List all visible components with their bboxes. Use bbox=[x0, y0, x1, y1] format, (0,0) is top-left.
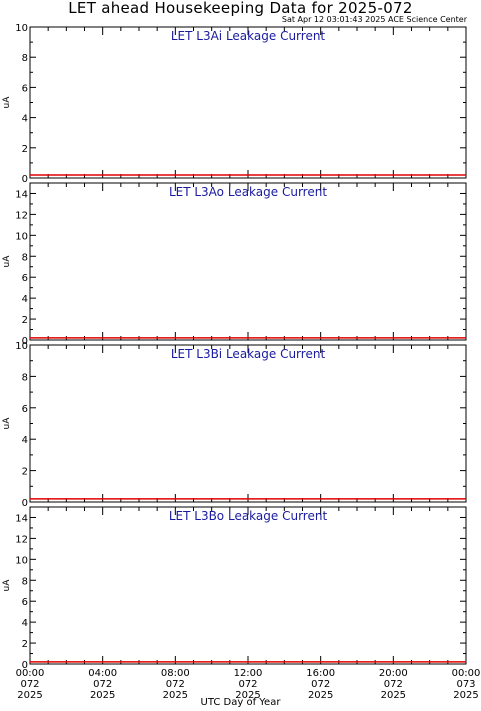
panel-1-ytick-label: 2 bbox=[22, 144, 28, 155]
x-tick-year-label: 2025 bbox=[235, 690, 260, 701]
panel-4-ytick-label: 14 bbox=[15, 513, 28, 524]
panel-1-frame bbox=[29, 26, 467, 179]
panel-1-ytick-label: 10 bbox=[15, 23, 28, 34]
x-tick-year-label: 2025 bbox=[308, 690, 333, 701]
x-tick-year-label: 2025 bbox=[381, 690, 406, 701]
panel-2-ytick-label: 12 bbox=[15, 210, 28, 221]
panel-1-ylabel: uA bbox=[2, 96, 12, 109]
x-tick-time-label: 20:00 bbox=[379, 668, 408, 679]
x-tick-year-label: 2025 bbox=[453, 690, 478, 701]
x-axis-label: UTC Day of Year bbox=[200, 697, 281, 708]
panel-4-ytick-label: 6 bbox=[22, 597, 28, 608]
x-tick-year-label: 2025 bbox=[90, 690, 115, 701]
panel-2-ylabel: uA bbox=[2, 255, 12, 268]
timestamp-label: Sat Apr 12 03:01:43 2025 ACE Science Cen… bbox=[281, 15, 467, 24]
x-tick-time-label: 00:00 bbox=[16, 668, 45, 679]
x-tick-doy-label: 072 bbox=[20, 679, 39, 690]
panel-4-title: LET L3Bo Leakage Current bbox=[169, 509, 328, 523]
panel-4-ytick-label: 8 bbox=[22, 576, 28, 587]
panel-4-frame bbox=[29, 506, 467, 665]
x-tick-time-label: 16:00 bbox=[306, 668, 335, 679]
panel-2-ytick-label: 0 bbox=[22, 336, 28, 347]
panel-3-ytick-label: 2 bbox=[22, 467, 28, 478]
panel-1-title: LET L3Ai Leakage Current bbox=[171, 29, 326, 43]
x-tick-year-label: 2025 bbox=[17, 690, 42, 701]
panel-2-title: LET L3Ao Leakage Current bbox=[169, 185, 327, 199]
panel-4-ytick-label: 10 bbox=[15, 555, 28, 566]
figure-title: LET ahead Housekeeping Data for 2025-072 bbox=[68, 0, 413, 17]
panel-2-ytick-label: 4 bbox=[22, 294, 28, 305]
x-tick-time-label: 04:00 bbox=[88, 668, 117, 679]
panel-2-frame bbox=[29, 182, 467, 341]
panel-3-ytick-label: 0 bbox=[22, 498, 28, 509]
panel-2-ytick-label: 10 bbox=[15, 231, 28, 242]
panel-3-frame bbox=[29, 344, 467, 503]
panel-1-ytick-label: 8 bbox=[22, 53, 28, 64]
panel-3-ytick-label: 4 bbox=[22, 435, 28, 446]
panel-3-ytick-label: 10 bbox=[15, 341, 28, 352]
x-tick-doy-label: 072 bbox=[238, 679, 257, 690]
x-tick-doy-label: 073 bbox=[456, 679, 475, 690]
panel-4-ytick-label: 2 bbox=[22, 639, 28, 650]
panel-2-ytick-label: 2 bbox=[22, 315, 28, 326]
panel-2-ytick-label: 6 bbox=[22, 273, 28, 284]
panel-3-ytick-label: 6 bbox=[22, 404, 28, 415]
panel-3-title: LET L3Bi Leakage Current bbox=[171, 347, 326, 361]
x-tick-year-label: 2025 bbox=[163, 690, 188, 701]
panel-1-ytick-label: 6 bbox=[22, 83, 28, 94]
panel-4-ytick-label: 12 bbox=[15, 534, 28, 545]
panel-1-ytick-label: 4 bbox=[22, 114, 28, 125]
x-tick-doy-label: 072 bbox=[93, 679, 112, 690]
x-tick-time-label: 00:00 bbox=[452, 668, 481, 679]
x-tick-doy-label: 072 bbox=[384, 679, 403, 690]
panel-2-ytick-label: 8 bbox=[22, 252, 28, 263]
x-tick-doy-label: 072 bbox=[311, 679, 330, 690]
panel-1-ytick-label: 0 bbox=[22, 174, 28, 185]
x-tick-time-label: 12:00 bbox=[234, 668, 263, 679]
panel-4-ytick-label: 0 bbox=[22, 660, 28, 671]
panel-3-ylabel: uA bbox=[2, 417, 12, 430]
panel-3-ytick-label: 8 bbox=[22, 372, 28, 383]
panel-2-ytick-label: 14 bbox=[15, 189, 28, 200]
panel-4-ytick-label: 4 bbox=[22, 618, 28, 629]
panel-4-ylabel: uA bbox=[2, 579, 12, 592]
x-tick-time-label: 08:00 bbox=[161, 668, 190, 679]
x-tick-doy-label: 072 bbox=[166, 679, 185, 690]
